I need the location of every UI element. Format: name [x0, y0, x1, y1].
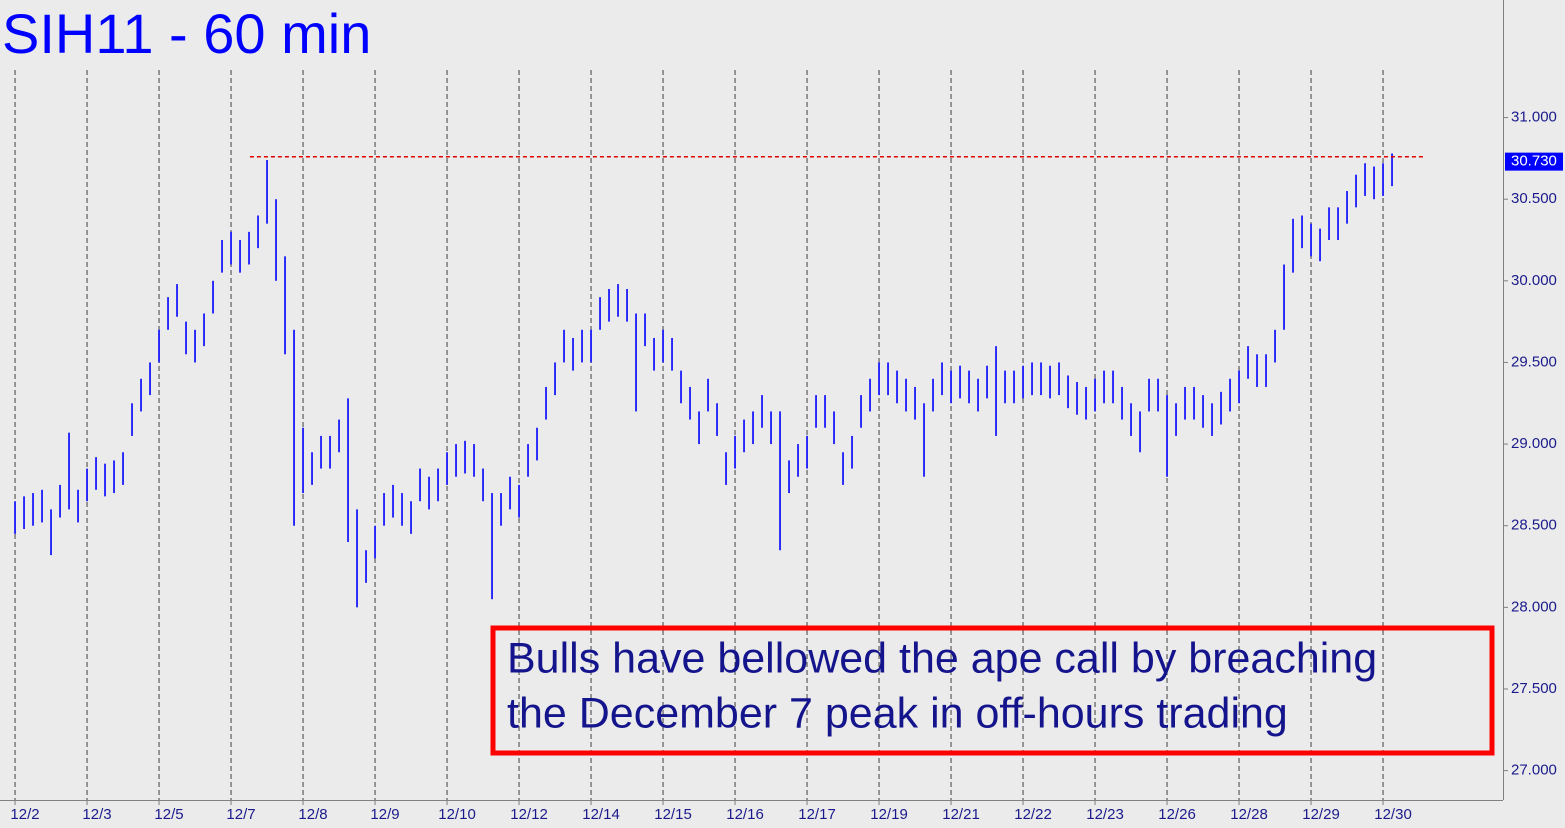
x-tick-label: 12/7	[226, 806, 255, 823]
chart-title: SIH11 - 60 min	[2, 2, 371, 65]
y-tick-label: 29.000	[1511, 435, 1557, 452]
x-tick-label: 12/2	[10, 806, 39, 823]
annotation-line: the December 7 peak in off-hours trading	[507, 689, 1288, 737]
annotation-line: Bulls have bellowed the ape call by brea…	[507, 634, 1377, 682]
x-tick-label: 12/26	[1158, 806, 1196, 823]
x-tick-label: 12/29	[1302, 806, 1340, 823]
x-tick-label: 12/16	[726, 806, 764, 823]
x-tick-label: 12/9	[370, 806, 399, 823]
last-price-label: 30.730	[1511, 153, 1557, 170]
x-tick-label: 12/14	[582, 806, 620, 823]
x-tick-label: 12/5	[154, 806, 183, 823]
y-tick-label: 27.000	[1511, 762, 1557, 779]
x-tick-label: 12/15	[654, 806, 692, 823]
y-tick-label: 28.500	[1511, 517, 1557, 534]
x-tick-label: 12/19	[870, 806, 908, 823]
x-tick-label: 12/12	[510, 806, 548, 823]
y-tick-label: 31.000	[1511, 109, 1557, 126]
x-tick-label: 12/10	[438, 806, 476, 823]
grid	[14, 70, 1508, 805]
bars	[14, 153, 1393, 608]
x-tick-label: 12/23	[1086, 806, 1124, 823]
last-price-box	[1505, 152, 1563, 171]
y-tick-label: 29.500	[1511, 353, 1557, 370]
x-tick-label: 12/8	[298, 806, 327, 823]
x-tick-label: 12/28	[1230, 806, 1268, 823]
x-tick-label: 12/22	[1014, 806, 1052, 823]
x-tick-label: 12/30	[1374, 806, 1412, 823]
y-tick-label: 28.000	[1511, 598, 1557, 615]
y-tick-label: 30.500	[1511, 190, 1557, 207]
x-tick-label: 12/17	[798, 806, 836, 823]
annotation-box	[490, 625, 1495, 756]
y-tick-label: 27.500	[1511, 680, 1557, 697]
x-tick-label: 12/21	[942, 806, 980, 823]
x-tick-label: 12/3	[82, 806, 111, 823]
y-tick-label: 30.000	[1511, 272, 1557, 289]
